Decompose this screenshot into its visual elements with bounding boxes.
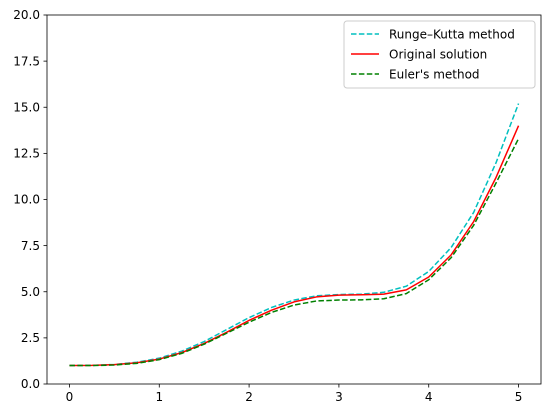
plot-lines [69, 103, 520, 367]
y-tick-label: 15.0 [13, 100, 40, 114]
x-tick-label: 4 [425, 390, 433, 404]
y-tick-label: 17.5 [13, 54, 40, 68]
y-tick-label: 12.5 [13, 147, 40, 161]
x-tick-label: 2 [245, 390, 253, 404]
legend-items: Runge–Kutta method Original solution Euler… [351, 27, 515, 81]
x-axis-ticks: 0 1 2 3 4 5 [66, 384, 523, 404]
y-tick-label: 0.0 [21, 377, 40, 391]
y-tick-label: 10.0 [13, 193, 40, 207]
legend-label-2: Euler's method [389, 67, 480, 81]
legend-label-1: Original solution [389, 47, 487, 61]
y-tick-label: 7.5 [21, 239, 40, 253]
x-tick-label: 5 [515, 390, 523, 404]
legend-label-0: Runge–Kutta method [389, 27, 515, 41]
x-tick-label: 3 [335, 390, 343, 404]
x-tick-label: 0 [66, 390, 74, 404]
x-tick-label: 1 [155, 390, 163, 404]
series-line-2 [69, 138, 520, 367]
y-axis-ticks: 0.0 2.5 5.0 7.5 10.0 12.5 15.0 17.5 20.0 [13, 8, 47, 391]
legend: Runge–Kutta method Original solution Euler… [343, 20, 536, 89]
y-tick-label: 20.0 [13, 8, 40, 22]
legend-box [343, 20, 536, 89]
y-tick-label: 5.0 [21, 285, 40, 299]
y-tick-label: 2.5 [21, 331, 40, 345]
